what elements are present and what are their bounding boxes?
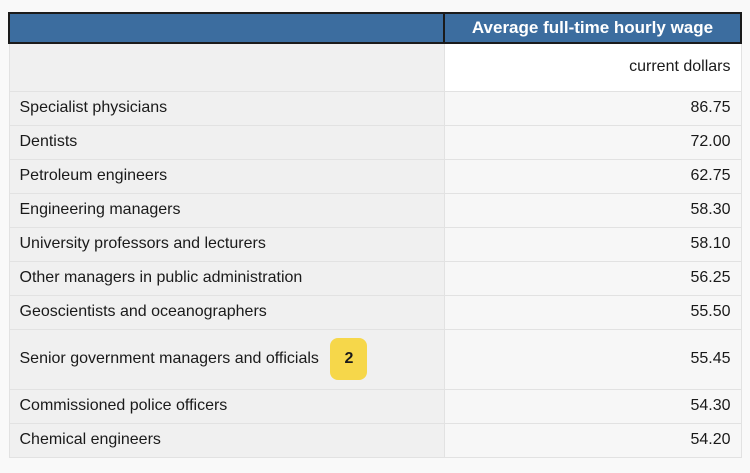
table-row: Senior government managers and officials… [8, 328, 742, 390]
unit-label: current dollars [443, 42, 742, 92]
occupation-cell: Dentists [8, 124, 445, 160]
table-body: Specialist physicians 86.75 Dentists 72.… [8, 90, 742, 458]
table-row: Specialist physicians 86.75 [8, 90, 742, 126]
wage-value: 55.45 [443, 328, 742, 390]
occupation-label: Senior government managers and officials [19, 350, 319, 368]
table-header-row: Average full-time hourly wage [8, 12, 742, 44]
table-row: Engineering managers 58.30 [8, 192, 742, 228]
occupation-label: Engineering managers [19, 201, 181, 218]
table-row: Commissioned police officers 54.30 [8, 388, 742, 424]
wage-value: 58.10 [443, 226, 742, 262]
occupation-cell: Geoscientists and oceanographers [8, 294, 445, 330]
occupation-cell: Specialist physicians [8, 90, 445, 126]
footnote-badge: 2 [330, 338, 368, 380]
table-row: University professors and lecturers 58.1… [8, 226, 742, 262]
wage-value: 54.20 [443, 422, 742, 458]
wage-value: 62.75 [443, 158, 742, 194]
unit-row: current dollars [8, 42, 742, 92]
occupation-cell: University professors and lecturers [8, 226, 445, 262]
unit-empty-cell [8, 42, 445, 92]
table-row: Chemical engineers 54.20 [8, 422, 742, 458]
wage-table: Average full-time hourly wage current do… [8, 12, 742, 458]
occupation-cell: Commissioned police officers [8, 388, 445, 424]
wage-value: 86.75 [443, 90, 742, 126]
occupation-label: Other managers in public administration [19, 269, 303, 286]
wage-value: 56.25 [443, 260, 742, 296]
occupation-cell: Engineering managers [8, 192, 445, 228]
wage-value: 72.00 [443, 124, 742, 160]
occupation-cell: Chemical engineers [8, 422, 445, 458]
occupation-label: Commissioned police officers [19, 397, 228, 414]
occupation-cell: Other managers in public administration [8, 260, 445, 296]
occupation-label: Geoscientists and oceanographers [19, 303, 267, 320]
occupation-label: Petroleum engineers [19, 167, 168, 184]
occupation-label: Dentists [19, 133, 78, 150]
table-row: Other managers in public administration … [8, 260, 742, 296]
header-empty-cell [8, 12, 445, 44]
wage-value: 55.50 [443, 294, 742, 330]
occupation-label: Specialist physicians [19, 99, 168, 116]
occupation-cell: Petroleum engineers [8, 158, 445, 194]
wage-value: 54.30 [443, 388, 742, 424]
header-title-cell: Average full-time hourly wage [443, 12, 742, 44]
table-row: Dentists 72.00 [8, 124, 742, 160]
occupation-label: University professors and lecturers [19, 235, 266, 252]
occupation-cell: Senior government managers and officials… [8, 328, 445, 390]
table-row: Geoscientists and oceanographers 55.50 [8, 294, 742, 330]
table-row: Petroleum engineers 62.75 [8, 158, 742, 194]
wage-value: 58.30 [443, 192, 742, 228]
occupation-label: Chemical engineers [19, 431, 161, 448]
